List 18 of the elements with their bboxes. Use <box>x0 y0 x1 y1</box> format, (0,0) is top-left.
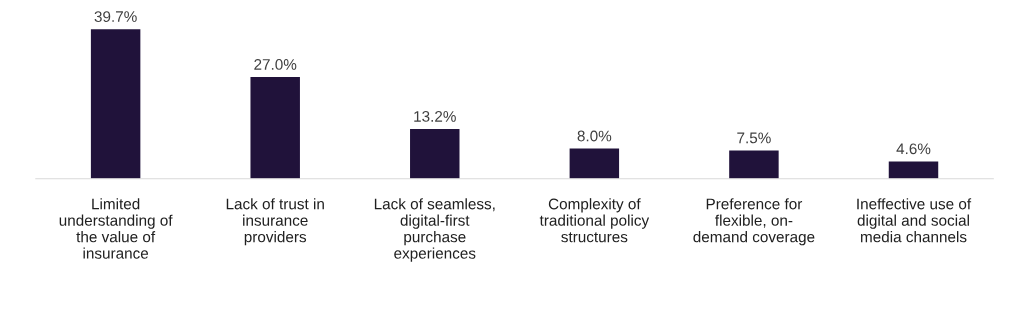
data-label: 8.0% <box>577 130 612 142</box>
x-tick-label: Ineffective use of digital and social media channels <box>857 198 972 243</box>
bar <box>729 150 779 179</box>
x-tick-label: Complexity of traditional policy structures <box>539 198 650 243</box>
data-label: 7.5% <box>737 132 771 144</box>
bar <box>410 129 460 179</box>
bar <box>888 161 939 179</box>
x-tick-label: Preference for flexible, on- demand coverage <box>693 198 815 246</box>
x-tick-label: Limited understanding of the value of insurance <box>59 198 173 259</box>
data-label: 39.7% <box>94 11 137 23</box>
x-tick-label: Lack of trust in insurance providers <box>226 198 324 246</box>
bar <box>90 29 141 179</box>
data-label: 27.0% <box>254 59 297 70</box>
x-tick-label: Lack of seamless, digital-first purchase experiences <box>374 198 495 262</box>
bar <box>250 77 300 179</box>
bar <box>569 148 620 179</box>
data-label: 13.2% <box>414 111 456 122</box>
data-label: 4.6% <box>896 143 931 155</box>
